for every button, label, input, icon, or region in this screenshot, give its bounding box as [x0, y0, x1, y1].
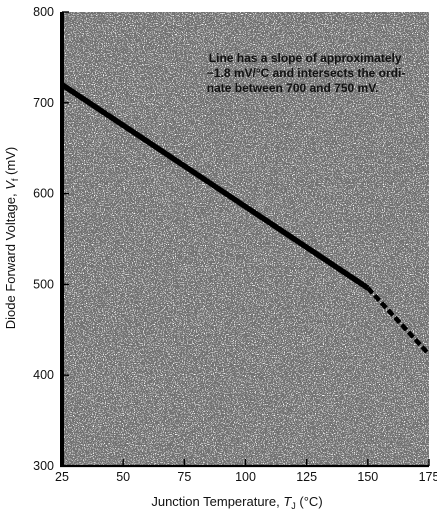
x-tick-label: 150 [357, 470, 378, 484]
x-tick-label: 25 [55, 470, 69, 484]
data-line-segment [62, 82, 370, 291]
plot-texture [62, 12, 429, 466]
x-tick-label: 175 [419, 470, 437, 484]
extrapolated-line-segment [366, 286, 429, 356]
y-tick-label: 600 [33, 187, 54, 201]
y-axis-title: Diode Forward Voltage, Vf (mV) [3, 147, 20, 329]
x-axis-title: Junction Temperature, TJ (°C) [151, 494, 322, 511]
tick-marks [61, 11, 430, 467]
x-tick-label: 100 [235, 470, 256, 484]
y-tick-label: 800 [33, 5, 54, 19]
data-layer [62, 82, 429, 356]
y-tick-label: 700 [33, 96, 54, 110]
tick-labels: 25 50 75 100 125 150 175 300 400 500 600 700 800 [33, 5, 437, 484]
x-tick-label: 75 [177, 470, 191, 484]
y-tick-label: 300 [33, 459, 54, 473]
x-tick-label: 125 [296, 470, 317, 484]
x-tick-label: 50 [116, 470, 130, 484]
annotation-line-3: nate between 700 and 750 mV. [207, 81, 379, 95]
y-tick-label: 400 [33, 368, 54, 382]
y-tick-label: 500 [33, 277, 54, 291]
annotation-line-1: Line has a slope of approximately [209, 51, 402, 65]
plot-area [62, 12, 429, 466]
annotation-line-2: −1.8 mV/°C and intersects the ordi- [207, 66, 406, 80]
